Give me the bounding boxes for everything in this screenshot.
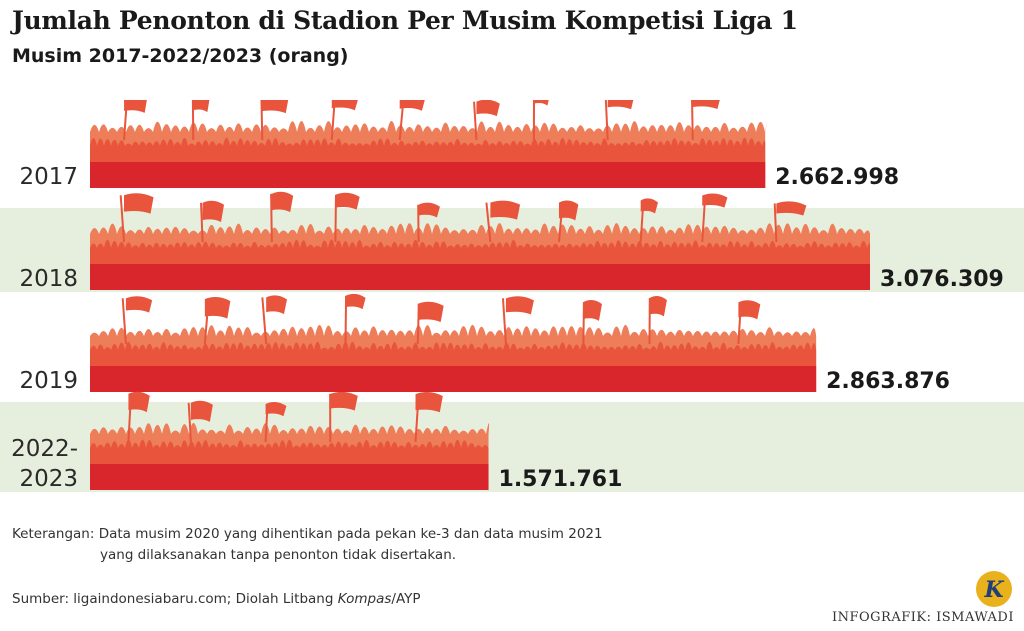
flag [607,100,634,110]
flag [533,100,549,106]
flag [399,100,425,111]
flag [692,100,720,110]
bar [90,264,870,290]
bar [90,464,489,490]
flag [583,300,602,321]
flag [415,392,443,413]
flag-pole [773,203,778,243]
chart-subtitle: Musim 2017-2022/2023 (orang) [12,45,349,67]
flag [345,293,366,310]
category-label: 2017 [19,164,78,190]
bar [90,366,817,392]
flag-pole [473,101,478,141]
flag [335,192,360,210]
value-label: 2.662.998 [775,165,899,190]
category-label: 2019 [19,368,78,394]
source-italic: Kompas [337,591,392,607]
bar [90,162,766,188]
flag [124,193,154,214]
flag-pole [119,195,126,243]
logo-circle [976,571,1012,607]
kompas-logo: K [976,571,1012,607]
flag [649,296,667,317]
flag [418,202,440,218]
value-label: 3.076.309 [880,267,1004,292]
value-label: 2.863.876 [826,369,950,394]
note-line-2: yang dilaksanakan tanpa penonton tidak d… [100,547,457,563]
bar-group: 2022- 2023 1.571.761 [11,391,623,492]
flag [702,193,728,208]
source-prefix: Sumber: ligaindonesiabaru.com; Diolah Li… [12,591,338,607]
value-label: 1.571.761 [499,467,623,492]
flag [124,100,147,113]
flag-pole [187,402,192,443]
flag [262,100,289,114]
flag [505,296,534,315]
flag [202,200,225,223]
bar-group: 2019 2.863.876 [19,293,950,394]
flag [558,200,579,221]
flag-pole [270,193,273,243]
flag [190,400,213,422]
source: Sumber: ligaindonesiabaru.com; Diolah Li… [12,591,421,607]
flag [265,401,287,417]
flag [417,301,444,323]
flag-pole [121,298,127,345]
flag [331,100,358,111]
flag [738,300,761,320]
note-line-1: Data musim 2020 yang dihentikan pada pek… [98,526,603,542]
logo-letter: K [983,577,1004,603]
bar-group: 2017 2.662.998 [19,100,899,190]
flag [776,201,807,216]
flag [266,295,287,315]
flag-pole [260,100,264,141]
credit: INFOGRAFIK: ISMAWADI [831,610,1014,625]
flag-pole [261,297,268,345]
flag-pole [200,202,204,243]
flag-pole [485,202,492,243]
flag-pole [604,100,609,141]
flag [193,100,210,113]
flag [476,100,500,117]
note-label: Keterangan: [12,526,95,542]
flag [640,198,658,214]
flag [490,200,521,220]
flag [128,391,150,413]
source-suffix: /AYP [391,591,421,607]
note: Keterangan: Data musim 2020 yang dihenti… [12,526,603,542]
flag-pole [501,298,507,345]
flag [125,296,153,313]
flag [330,391,358,411]
category-label: 2018 [19,266,78,292]
category-label-line: 2022- [11,436,78,462]
flag-pole [691,100,694,141]
chart-title: Jumlah Penonton di Stadion Per Musim Kom… [12,6,798,35]
category-label: 2022- 2023 [11,436,78,492]
category-label-line: 2023 [19,466,78,492]
flag [204,296,231,319]
bar-group: 2018 3.076.309 [19,191,1004,292]
flag [271,191,294,213]
